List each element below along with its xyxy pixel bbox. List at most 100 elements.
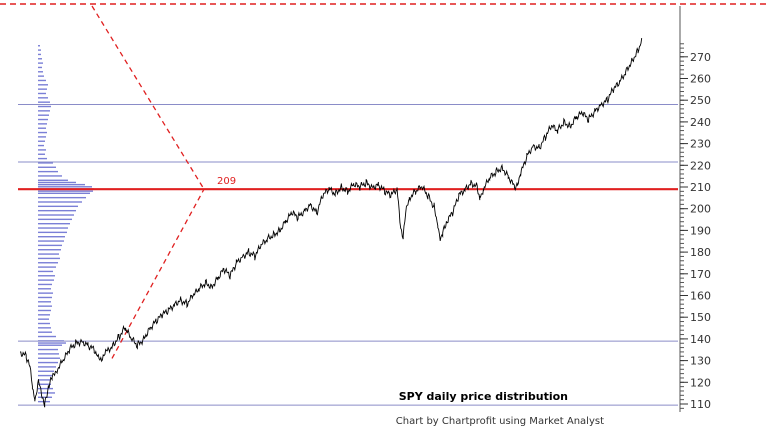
volume-profile-bar-55 xyxy=(38,179,68,181)
volume-profile-bar-18 xyxy=(38,327,51,329)
volume-profile-bar-5 xyxy=(38,379,50,381)
volume-profile-bar-53 xyxy=(38,183,85,186)
price-series-line-0 xyxy=(20,38,643,408)
horizontal-lines xyxy=(18,104,678,406)
volume-profile-bar-76 xyxy=(38,88,47,90)
volume-profile-bar-9 xyxy=(38,361,58,364)
volume-profile-bar-75 xyxy=(38,92,46,95)
volume-profile-bar-36 xyxy=(38,249,61,251)
volume-profile-bar-85 xyxy=(38,49,41,51)
volume-profile-bar-10 xyxy=(38,357,60,359)
volume-profile-bar-20 xyxy=(38,318,49,320)
volume-profile-bar-40 xyxy=(38,231,67,234)
volume-profile-bar-16 xyxy=(38,335,56,338)
volume-profile-bar-60 xyxy=(38,157,47,160)
volume-profile-bar-14 xyxy=(38,342,66,344)
volume-profile-bar-12 xyxy=(38,348,58,351)
volume-profile-bar-1 xyxy=(38,396,52,398)
volume-profile-bar-29 xyxy=(38,279,54,281)
volume-profile-bar-24 xyxy=(38,301,51,303)
volume-profile-bar-38 xyxy=(38,240,64,242)
volume-profile-bar-7 xyxy=(38,370,54,372)
volume-profile-bar-81 xyxy=(38,66,42,69)
volume-profile-bar-4 xyxy=(38,383,51,385)
volume-profile-bar-48 xyxy=(38,196,86,199)
y-tick-label-260: 260 xyxy=(690,73,711,86)
volume-profile-bar-64 xyxy=(38,140,45,142)
volume-profile-bar-61 xyxy=(38,153,45,155)
volume-profile-bar-37 xyxy=(38,244,62,247)
volume-profile-bar-25 xyxy=(38,296,52,299)
volume-profile-bar-2 xyxy=(38,392,55,394)
volume-profile-bar-70 xyxy=(38,114,49,116)
volume-profile-bar-54 xyxy=(38,181,76,184)
volume-profile-bar-11 xyxy=(38,353,59,355)
y-tick-label-200: 200 xyxy=(690,203,711,216)
volume-profile-bar-26 xyxy=(38,292,53,294)
volume-profile-bar-73 xyxy=(38,101,50,103)
chart-credit: Chart by Chartprofit using Market Analys… xyxy=(396,416,604,427)
y-tick-label-180: 180 xyxy=(690,246,711,259)
volume-profile-bar-78 xyxy=(38,79,46,82)
volume-profile-bar-67 xyxy=(38,127,46,129)
volume-profile-bar-47 xyxy=(38,201,82,203)
level-label-209: 209 xyxy=(217,176,236,187)
y-tick-label-130: 130 xyxy=(690,355,711,368)
volume-profile-bar-8 xyxy=(38,366,56,368)
y-axis: 110 120 130 140 150 160 170 180 190 200 210 220 230 2… xyxy=(679,6,711,412)
volume-profile-bar-57 xyxy=(38,170,58,173)
chart-title: SPY daily price distribution xyxy=(399,390,568,403)
y-tick-label-250: 250 xyxy=(690,94,711,107)
y-tick-label-230: 230 xyxy=(690,138,711,151)
volume-profile-bar-82 xyxy=(38,62,43,64)
volume-profile-bar-80 xyxy=(38,71,43,73)
volume-profile-bar-50 xyxy=(38,190,93,192)
y-tick-label-210: 210 xyxy=(690,181,711,194)
volume-profile-bar-69 xyxy=(38,118,48,121)
volume-profile-bar-79 xyxy=(38,75,44,77)
volume-profile-bar-83 xyxy=(38,58,42,60)
volume-profile-bar-43 xyxy=(38,218,72,221)
volume-profile-bar-33 xyxy=(38,262,58,264)
volume-profile-bar-28 xyxy=(38,283,52,286)
volume-profile-bar-34 xyxy=(38,257,60,260)
y-tick-label-110: 110 xyxy=(690,398,711,411)
volume-profile-bar-58 xyxy=(38,166,56,168)
y-tick-label-170: 170 xyxy=(690,268,711,281)
dashed-annotation-lines xyxy=(0,3,768,359)
volume-profile-bar-39 xyxy=(38,236,65,238)
volume-profile-bar-31 xyxy=(38,270,53,273)
volume-profile-bar-21 xyxy=(38,314,50,316)
y-tick-label-160: 160 xyxy=(690,290,711,303)
volume-profile-bar-17 xyxy=(38,331,52,333)
volume-profile-bar-63 xyxy=(38,144,44,147)
volume-profile-bar-66 xyxy=(38,131,47,134)
volume-profile-bar-41 xyxy=(38,227,68,229)
volume-profile-bar-65 xyxy=(38,136,46,138)
volume-profile-bar-86 xyxy=(38,45,40,47)
volume-profile-bar-56 xyxy=(38,175,62,177)
volume-profile-bar-84 xyxy=(38,53,41,56)
volume-profile-bar-72 xyxy=(38,105,51,108)
volume-profile-bar-30 xyxy=(38,275,55,277)
volume-profile-bar-6 xyxy=(38,374,52,377)
volume-profile-bar-46 xyxy=(38,205,78,208)
y-tick-label-220: 220 xyxy=(690,159,711,172)
volume-profile-bar-59 xyxy=(38,162,53,164)
volume-profile-bar-42 xyxy=(38,222,70,225)
volume-profile-bar-68 xyxy=(38,123,47,125)
y-tick-label-190: 190 xyxy=(690,224,711,237)
volume-profile-bar-32 xyxy=(38,266,56,268)
volume-profile-bar-27 xyxy=(38,288,51,290)
volume-profile-bar-3 xyxy=(38,387,53,390)
volume-profile-bar-49 xyxy=(38,192,90,195)
volume-profile-bar-45 xyxy=(38,209,76,212)
y-tick-label-150: 150 xyxy=(690,311,711,324)
volume-profile-bar-22 xyxy=(38,309,51,312)
price-series xyxy=(20,38,643,408)
y-tick-label-140: 140 xyxy=(690,333,711,346)
volume-profile-bar-19 xyxy=(38,322,50,325)
